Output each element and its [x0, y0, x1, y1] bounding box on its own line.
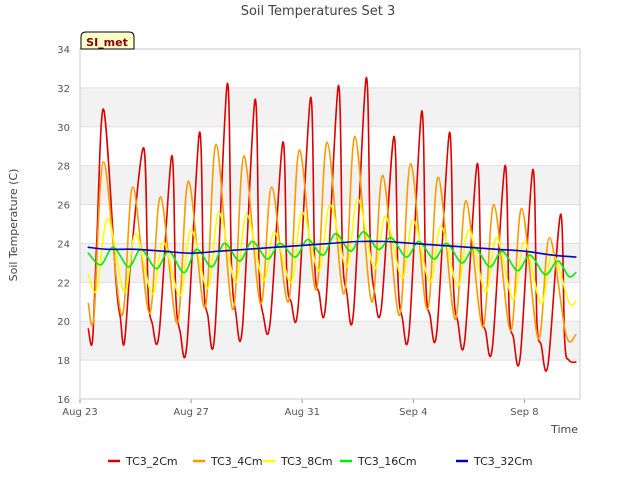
y-tick-label: 20 — [57, 317, 70, 328]
plot-band — [80, 321, 580, 361]
plot-band — [80, 360, 580, 399]
x-tick-label: Aug 23 — [62, 407, 97, 418]
series-line-tc3_4cm — [87, 135, 577, 343]
plot-band — [80, 87, 580, 127]
plot-frame — [79, 48, 581, 400]
x-tick-label: Sep 4 — [399, 407, 427, 418]
legend: TC3_2Cm TC3_4Cm TC3_8Cm TC3_16Cm TC3_32Cm — [108, 455, 533, 468]
y-tick-label: 26 — [57, 201, 70, 212]
y-axis: 16 18 20 22 24 26 28 30 32 34 — [57, 45, 70, 406]
y-tick-label: 16 — [57, 395, 70, 406]
x-tick-label: Aug 27 — [173, 407, 208, 418]
legend-label: TC3_8Cm — [280, 455, 333, 468]
site-badge-shape — [80, 31, 135, 50]
legend-label: TC3_16Cm — [357, 455, 417, 468]
series-line-tc3_8cm — [87, 197, 577, 307]
series-lines — [87, 77, 577, 372]
plot-band — [80, 165, 580, 205]
y-tick-label: 30 — [57, 123, 70, 134]
series-line-tc3_2cm — [87, 77, 577, 372]
x-tick-label: Sep 8 — [510, 407, 538, 418]
y-tick-label: 22 — [57, 278, 70, 289]
site-badge-label: SI_met — [86, 36, 128, 49]
y-tick-label: 18 — [57, 356, 70, 367]
x-tick-label: Aug 31 — [285, 407, 320, 418]
y-tick-label: 32 — [57, 84, 70, 95]
x-axis-label: Time — [550, 423, 578, 436]
chart-title: Soil Temperatures Set 3 — [241, 4, 396, 19]
legend-label: TC3_2Cm — [125, 455, 178, 468]
plot-band — [80, 49, 580, 88]
y-tick-label: 28 — [57, 162, 70, 173]
y-tick-label: 34 — [57, 45, 70, 56]
legend-label: TC3_4Cm — [210, 455, 263, 468]
site-badge: SI_met — [80, 31, 135, 50]
y-tick-label: 24 — [57, 239, 70, 250]
x-axis: Aug 23 Aug 27 Aug 31 Sep 4 Sep 8 — [62, 399, 539, 418]
series-line-tc3_32cm — [87, 240, 577, 258]
legend-label: TC3_32Cm — [473, 455, 533, 468]
y-axis-label: Soil Temperature (C) — [7, 169, 20, 282]
